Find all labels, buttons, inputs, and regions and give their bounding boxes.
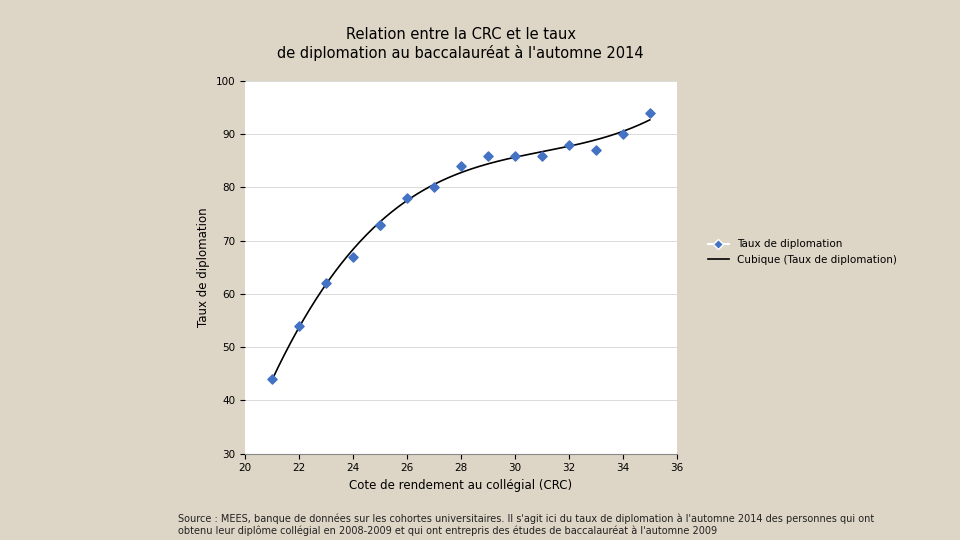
Cubique (Taux de diplomation) bbox=[266, 377, 277, 384]
Cubique (Taux de diplomation) bbox=[609, 131, 620, 138]
Taux de diplomation bbox=[534, 151, 549, 160]
Taux de diplomation bbox=[642, 109, 658, 117]
Cubique (Taux de diplomation) bbox=[492, 158, 503, 165]
Taux de diplomation bbox=[372, 220, 388, 229]
Taux de diplomation bbox=[561, 140, 576, 149]
Taux de diplomation bbox=[507, 151, 522, 160]
Taux de diplomation bbox=[480, 151, 495, 160]
Line: Cubique (Taux de diplomation): Cubique (Taux de diplomation) bbox=[272, 120, 650, 381]
Taux de diplomation bbox=[264, 375, 279, 383]
Cubique (Taux de diplomation) bbox=[267, 375, 278, 381]
Cubique (Taux de diplomation) bbox=[644, 117, 656, 123]
Taux de diplomation bbox=[615, 130, 631, 139]
Cubique (Taux de diplomation) bbox=[490, 159, 501, 165]
Taux de diplomation bbox=[399, 194, 415, 202]
Taux de diplomation bbox=[426, 183, 442, 192]
Taux de diplomation bbox=[291, 321, 306, 330]
Cubique (Taux de diplomation) bbox=[497, 157, 509, 163]
Taux de diplomation bbox=[453, 162, 468, 171]
Taux de diplomation bbox=[318, 279, 333, 288]
Text: Source : MEES, banque de données sur les cohortes universitaires. Il s'agit ici : Source : MEES, banque de données sur les… bbox=[178, 513, 874, 536]
Taux de diplomation bbox=[588, 146, 604, 154]
Taux de diplomation bbox=[346, 252, 361, 261]
Cubique (Taux de diplomation) bbox=[585, 138, 596, 145]
X-axis label: Cote de rendement au collégial (CRC): Cote de rendement au collégial (CRC) bbox=[349, 479, 572, 492]
Legend: Taux de diplomation, Cubique (Taux de diplomation): Taux de diplomation, Cubique (Taux de di… bbox=[704, 235, 901, 269]
Text: Relation entre la CRC et le taux
de diplomation au baccalauréat à l'automne 2014: Relation entre la CRC et le taux de dipl… bbox=[277, 27, 644, 60]
Y-axis label: Taux de diplomation: Taux de diplomation bbox=[197, 207, 210, 327]
Taux de diplomation bbox=[372, 220, 388, 229]
